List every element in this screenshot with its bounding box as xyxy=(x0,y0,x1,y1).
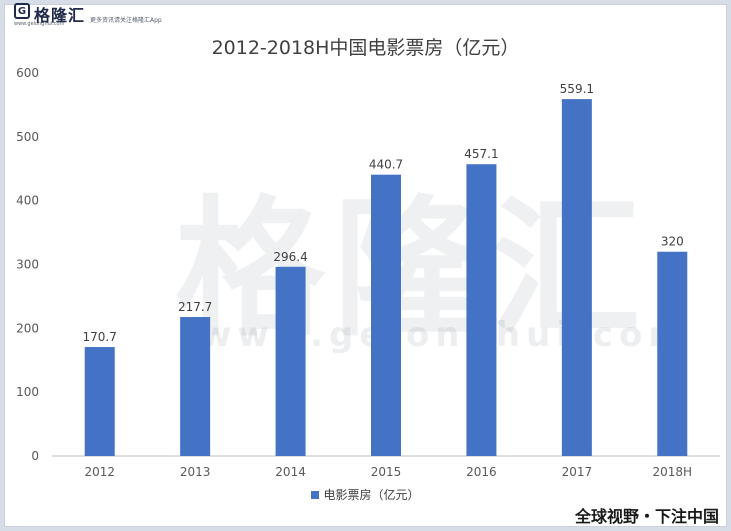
x-tick-label: 2013 xyxy=(180,465,211,479)
bar xyxy=(371,174,401,456)
chart-title: 2012-2018H中国电影票房（亿元） xyxy=(211,37,520,59)
logo-name: 格隆汇 xyxy=(34,6,86,25)
data-label: 217.7 xyxy=(178,300,212,314)
data-label: 170.7 xyxy=(83,330,117,344)
logo-icon: G xyxy=(14,3,30,19)
data-label: 320 xyxy=(661,235,684,249)
slogan: 全球视野・下注中国 xyxy=(574,507,719,526)
legend-label: 电影票房（亿元） xyxy=(323,488,420,502)
bar xyxy=(561,99,592,456)
data-label: 296.4 xyxy=(273,250,307,264)
x-tick-label: 2018H xyxy=(653,465,693,479)
bar xyxy=(657,251,688,456)
y-tick-label: 400 xyxy=(16,194,39,208)
data-label: 559.1 xyxy=(560,82,594,96)
chart-frame xyxy=(4,4,727,527)
bar xyxy=(84,347,115,456)
data-label: 457.1 xyxy=(464,147,498,161)
data-label: 440.7 xyxy=(369,158,403,172)
y-tick-label: 200 xyxy=(16,321,39,335)
x-tick-label: 2015 xyxy=(371,465,402,479)
bar xyxy=(180,317,211,456)
x-tick-label: 2014 xyxy=(275,465,306,479)
y-tick-label: 600 xyxy=(16,66,39,80)
logo-tagline: 更多资讯请关注格隆汇App xyxy=(90,17,162,24)
y-tick-label: 500 xyxy=(16,130,39,144)
legend: 电影票房（亿元） xyxy=(0,486,731,503)
x-tick-label: 2017 xyxy=(562,465,593,479)
logo-url: www.gelonghui.com xyxy=(14,21,65,27)
bar xyxy=(466,164,497,456)
legend-swatch xyxy=(311,491,320,499)
y-tick-label: 100 xyxy=(16,385,39,399)
y-tick-label: 300 xyxy=(16,258,39,272)
x-tick-label: 2016 xyxy=(466,465,497,479)
bar xyxy=(275,266,306,456)
x-tick-label: 2012 xyxy=(84,465,115,479)
y-tick-label: 0 xyxy=(31,449,39,463)
